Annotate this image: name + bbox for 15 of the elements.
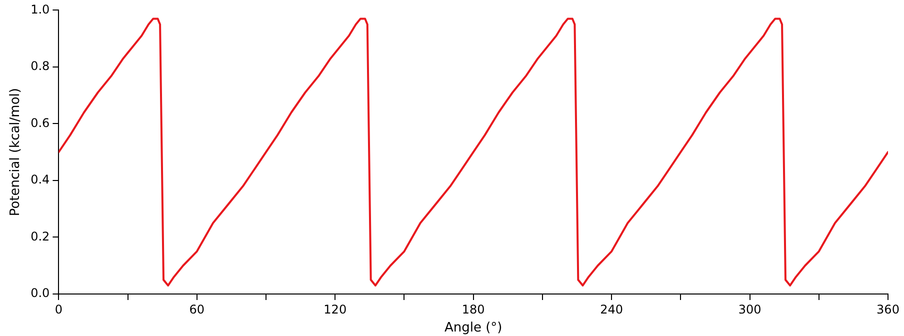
y-tick-label: 0.2 (30, 229, 50, 244)
x-axis-title: Angle (°) (444, 320, 502, 336)
y-tick-label: 0.0 (30, 286, 50, 300)
x-tick-label: 240 (600, 302, 624, 316)
x-tick-label: 300 (738, 302, 762, 316)
y-tick-label: 0.6 (30, 116, 50, 130)
y-tick-label: 0.4 (30, 172, 50, 187)
y-axis-title: Potencial (kcal/mol) (8, 88, 24, 216)
x-tick-label: 60 (189, 302, 205, 316)
x-tick-label: 360 (876, 302, 900, 316)
x-tick-label: 120 (324, 302, 347, 316)
y-tick-label: 1.0 (30, 2, 50, 16)
x-tick-label: 0 (54, 302, 63, 316)
y-tick-label: 0.8 (30, 59, 50, 74)
x-tick-label: 180 (462, 302, 485, 316)
